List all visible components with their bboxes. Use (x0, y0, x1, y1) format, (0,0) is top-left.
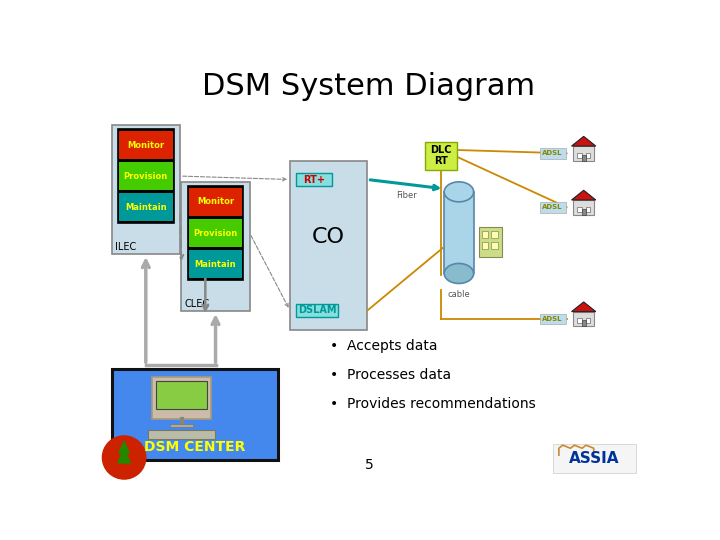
FancyBboxPatch shape (479, 226, 503, 257)
FancyBboxPatch shape (573, 200, 594, 214)
FancyBboxPatch shape (577, 206, 582, 212)
Text: ADSL: ADSL (542, 204, 563, 210)
Polygon shape (572, 137, 596, 146)
Text: cable: cable (448, 291, 470, 299)
Text: 5: 5 (364, 458, 374, 472)
FancyBboxPatch shape (492, 231, 498, 238)
Text: Maintain: Maintain (125, 202, 166, 212)
Text: ILEC: ILEC (114, 242, 136, 252)
Text: RT+: RT+ (303, 174, 325, 185)
Text: ASSIA: ASSIA (570, 451, 620, 466)
Ellipse shape (444, 182, 474, 202)
Text: •  Accepts data: • Accepts data (330, 339, 438, 353)
Text: Maintain: Maintain (194, 260, 236, 268)
Text: Monitor: Monitor (197, 198, 234, 206)
FancyBboxPatch shape (148, 430, 215, 439)
FancyBboxPatch shape (296, 173, 332, 186)
FancyBboxPatch shape (492, 242, 498, 249)
Text: DSM System Diagram: DSM System Diagram (202, 72, 536, 101)
FancyBboxPatch shape (586, 153, 590, 158)
FancyBboxPatch shape (119, 161, 173, 191)
FancyBboxPatch shape (582, 320, 585, 326)
FancyBboxPatch shape (188, 186, 243, 280)
Text: •  Provides recommendations: • Provides recommendations (330, 397, 536, 411)
FancyBboxPatch shape (444, 192, 474, 273)
FancyBboxPatch shape (152, 377, 211, 419)
FancyBboxPatch shape (482, 242, 488, 249)
Text: DSM CENTER: DSM CENTER (144, 440, 246, 454)
Text: ADSL: ADSL (542, 316, 563, 322)
Text: ADSL: ADSL (542, 150, 563, 157)
FancyBboxPatch shape (582, 155, 585, 160)
FancyBboxPatch shape (577, 153, 582, 158)
FancyBboxPatch shape (425, 142, 457, 170)
FancyBboxPatch shape (577, 318, 582, 323)
FancyBboxPatch shape (586, 318, 590, 323)
Text: DLC
RT: DLC RT (431, 145, 452, 166)
Text: CO: CO (312, 227, 345, 247)
FancyBboxPatch shape (170, 423, 193, 428)
Text: DSLAM: DSLAM (298, 306, 336, 315)
FancyBboxPatch shape (539, 314, 566, 325)
FancyBboxPatch shape (573, 146, 594, 160)
Polygon shape (117, 440, 131, 464)
Text: Monitor: Monitor (127, 140, 164, 150)
Text: Fiber: Fiber (396, 191, 417, 200)
FancyBboxPatch shape (296, 303, 338, 318)
FancyBboxPatch shape (112, 369, 279, 460)
Ellipse shape (444, 264, 474, 284)
FancyBboxPatch shape (189, 219, 243, 247)
FancyBboxPatch shape (554, 444, 636, 473)
FancyBboxPatch shape (118, 130, 174, 222)
FancyBboxPatch shape (482, 231, 488, 238)
FancyBboxPatch shape (586, 206, 590, 212)
Text: Provision: Provision (124, 172, 168, 180)
FancyBboxPatch shape (181, 182, 250, 311)
Text: CLEC: CLEC (184, 299, 210, 309)
FancyBboxPatch shape (582, 208, 585, 214)
FancyBboxPatch shape (189, 249, 243, 279)
FancyBboxPatch shape (189, 187, 243, 217)
FancyBboxPatch shape (539, 202, 566, 213)
Text: •  Processes data: • Processes data (330, 368, 451, 382)
Polygon shape (572, 190, 596, 200)
FancyBboxPatch shape (156, 381, 207, 409)
FancyBboxPatch shape (573, 312, 594, 326)
Polygon shape (572, 302, 596, 312)
FancyBboxPatch shape (112, 125, 180, 254)
Text: Provision: Provision (194, 228, 238, 238)
Circle shape (102, 436, 145, 479)
FancyBboxPatch shape (290, 161, 367, 330)
FancyBboxPatch shape (539, 148, 566, 159)
FancyBboxPatch shape (119, 131, 173, 159)
FancyBboxPatch shape (119, 193, 173, 221)
